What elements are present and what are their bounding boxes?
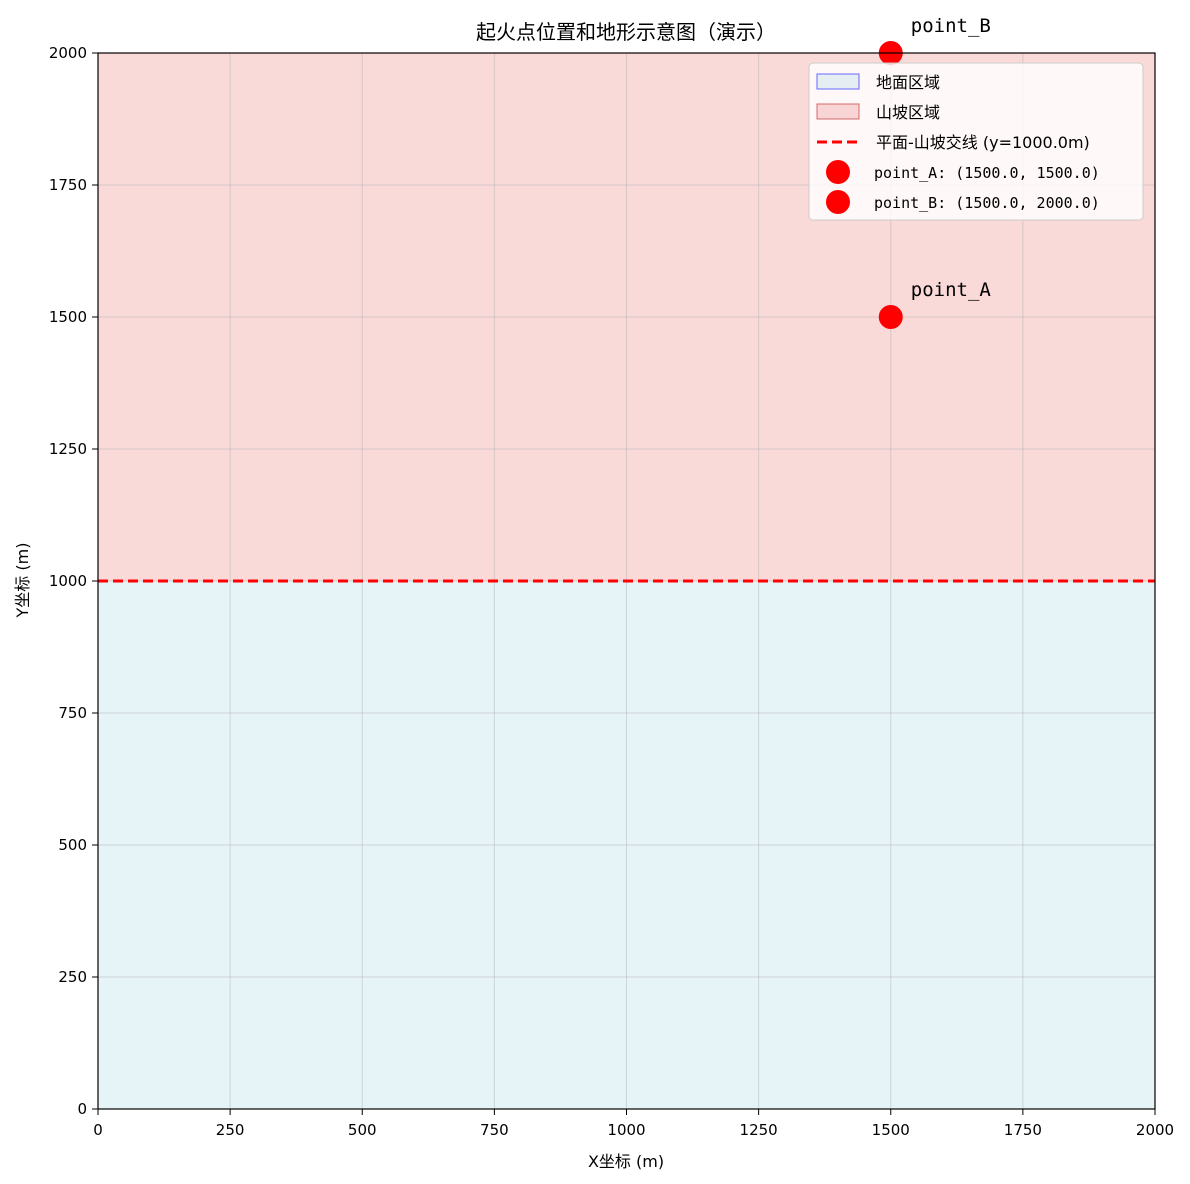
legend-label-ground: 地面区域 [876,73,940,92]
y-tick-label: 750 [58,704,87,722]
y-axis-label: Y坐标 (m) [13,543,32,619]
x-tick-label: 1750 [1004,1121,1042,1139]
points-group: point_A point_B [878,15,992,329]
x-tick-label: 750 [480,1121,509,1139]
y-tick-label: 0 [77,1100,87,1118]
legend-swatch-ground [816,73,860,90]
legend-box [808,62,1144,221]
x-tick-label: 1000 [607,1121,645,1139]
x-tick-label: 2000 [1136,1121,1174,1139]
axes [92,52,1156,1115]
y-tick-label: 2000 [49,44,87,62]
legend-swatch-point-b [826,190,850,214]
chart-title: 起火点位置和地形示意图（演示） [476,20,776,44]
legend-label-boundary: 平面-山坡交线 (y=1000.0m) [876,133,1090,152]
region-fill-ground [98,581,1155,1109]
x-tick-label: 1500 [872,1121,910,1139]
point-marker-point-a [878,305,903,329]
legend-label-slope: 山坡区域 [876,103,940,122]
y-tick-label: 1500 [49,308,87,326]
x-tick-label: 0 [93,1121,103,1139]
y-tick-label: 250 [58,968,87,986]
tick-labels: 0 250 500 750 1000 1250 1500 1750 2000 0 250 500 750… [49,44,1174,1139]
legend-swatch-point-a [826,160,850,184]
legend-label-point-b: point_B: (1500.0, 2000.0) [874,194,1100,212]
y-tick-label: 1250 [49,440,87,458]
point-annotation-point-b: point_B [911,15,991,37]
point-annotation-point-a: point_A [911,279,992,301]
x-tick-label: 1250 [740,1121,778,1139]
x-tick-label: 250 [216,1121,245,1139]
y-tick-label: 500 [58,836,87,854]
y-tick-label: 1000 [49,572,87,590]
legend-label-point-a: point_A: (1500.0, 1500.0) [874,164,1100,182]
x-tick-label: 500 [348,1121,377,1139]
y-tick-label: 1750 [49,176,87,194]
legend-swatch-slope [816,103,860,120]
x-axis-label: X坐标 (m) [588,1152,664,1171]
